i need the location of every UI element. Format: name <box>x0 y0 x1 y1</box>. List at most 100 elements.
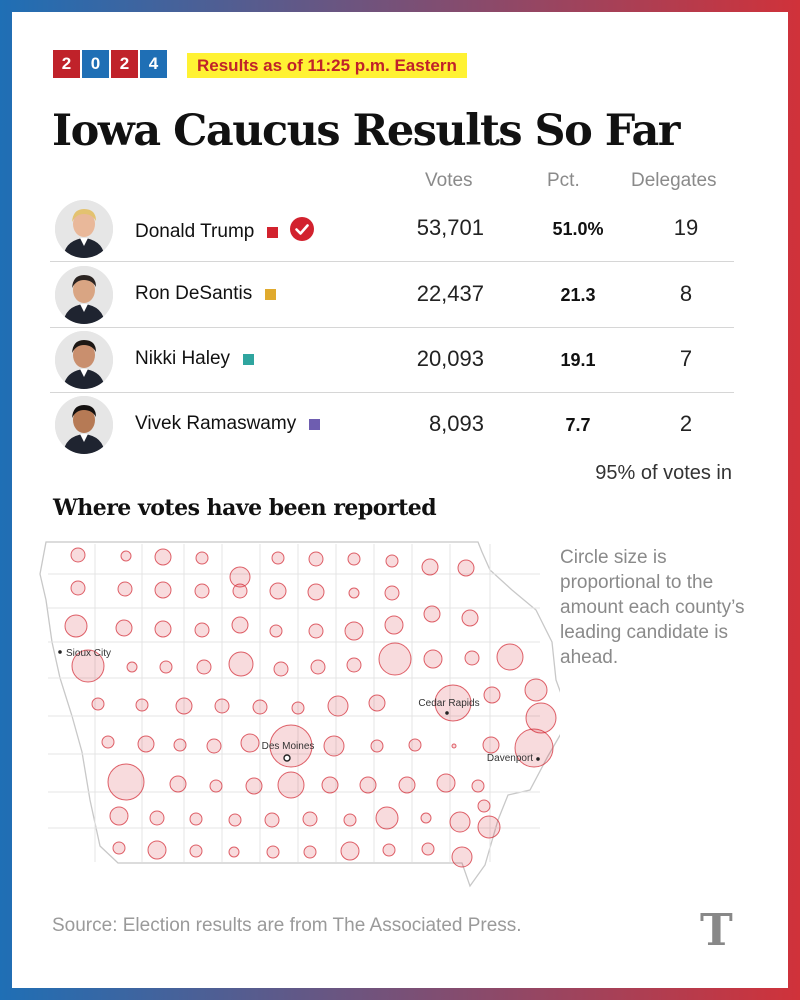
votes-column-header: Votes <box>425 170 473 191</box>
county-circle <box>189 844 203 858</box>
county-circle <box>375 806 399 830</box>
votes-value: 53,701 <box>416 215 484 240</box>
county-circle <box>112 841 126 855</box>
nyt-logo: T <box>700 905 733 956</box>
county-circle <box>245 777 263 795</box>
city-marker <box>283 754 291 762</box>
county-circle <box>71 649 105 683</box>
county-circle <box>359 776 377 794</box>
county-circle <box>471 779 485 793</box>
page-title: Iowa Caucus Results So Far <box>52 106 680 156</box>
county-circle <box>340 841 360 861</box>
county-circle <box>382 843 396 857</box>
iowa-county-map: Sioux City Cedar Rapids Des Moines Davenpor… <box>39 541 560 888</box>
county-circle <box>101 735 115 749</box>
county-circle <box>159 660 173 674</box>
county-circle <box>228 846 240 858</box>
candidate-color-swatch <box>265 288 277 300</box>
county-circle <box>524 678 548 702</box>
county-circle <box>273 661 289 677</box>
county-circle <box>154 548 172 566</box>
candidate-name: Donald Trump <box>135 221 255 242</box>
county-circle <box>303 845 317 859</box>
county-circle <box>277 771 305 799</box>
county-circle <box>137 735 155 753</box>
county-circle <box>109 806 129 826</box>
pct-value: 51.0% <box>552 219 604 239</box>
county-circle <box>483 686 501 704</box>
county-circle <box>271 551 285 565</box>
city-label: Davenport <box>487 753 533 764</box>
county-circle <box>149 810 165 826</box>
candidate-row: Nikki Haley 20,093 19.1 7 <box>50 328 734 393</box>
county-circle <box>266 845 280 859</box>
source-note: Source: Election results are from The As… <box>52 915 522 936</box>
candidate-row: Donald Trump 53,701 51.0% 19 <box>50 197 734 262</box>
delegates-value: 19 <box>673 215 699 240</box>
county-circle <box>115 619 133 637</box>
county-circle <box>477 799 491 813</box>
candidate-color-swatch <box>243 353 255 365</box>
county-circle <box>464 650 480 666</box>
delegates-value: 2 <box>679 411 693 436</box>
county-circle <box>240 733 260 753</box>
county-circle <box>344 621 364 641</box>
county-circle <box>135 698 149 712</box>
county-circle <box>348 587 360 599</box>
city-label: Cedar Rapids <box>418 698 479 709</box>
county-circle <box>451 743 457 749</box>
year-badge: 2 0 2 4 <box>53 50 169 78</box>
county-circle <box>308 551 324 567</box>
delegates-value: 7 <box>679 346 693 371</box>
pct-value: 21.3 <box>560 285 596 305</box>
county-circle <box>423 605 441 623</box>
candidate-name-cell: Ron DeSantis <box>135 283 277 305</box>
county-circle <box>423 649 443 669</box>
county-circle <box>229 566 251 588</box>
candidate-name: Ron DeSantis <box>135 283 253 304</box>
county-circle <box>120 550 132 562</box>
county-circle <box>384 615 404 635</box>
candidate-row: Ron DeSantis 22,437 21.3 8 <box>50 263 734 328</box>
county-circle <box>209 779 223 793</box>
pct-value: 7.7 <box>565 415 591 435</box>
county-circle <box>449 811 471 833</box>
county-circle <box>232 583 248 599</box>
pct-column-header: Pct. <box>547 170 580 191</box>
county-circle <box>477 815 501 839</box>
city-marker <box>536 757 540 761</box>
county-circle <box>214 698 230 714</box>
county-circle <box>194 583 210 599</box>
votes-value: 22,437 <box>416 281 484 306</box>
map-note: Circle size is proportional to the amoun… <box>560 547 745 668</box>
county-circle <box>321 776 339 794</box>
county-circle <box>194 622 210 638</box>
county-circle <box>436 773 456 793</box>
county-circle <box>147 840 167 860</box>
county-circle <box>228 651 254 677</box>
year-digit: 0 <box>82 50 109 78</box>
county-circle <box>398 776 416 794</box>
county-circle <box>269 724 313 768</box>
reporting-status: 95% of votes in <box>595 462 732 484</box>
county-circle <box>496 643 524 671</box>
county-circle <box>196 659 212 675</box>
county-circle <box>384 585 400 601</box>
county-circle <box>525 702 557 734</box>
county-circle <box>457 559 475 577</box>
county-circle <box>269 582 287 600</box>
candidate-portrait-icon <box>55 396 113 454</box>
city-label: Sioux City <box>66 648 111 659</box>
county-circle <box>264 812 280 828</box>
candidate-name-cell: Donald Trump <box>135 217 315 247</box>
county-circle <box>514 728 554 768</box>
county-circle <box>206 738 222 754</box>
county-circle <box>154 581 172 599</box>
candidate-color-swatch <box>267 226 279 238</box>
candidate-portrait-icon <box>55 266 113 324</box>
county-circle <box>451 846 473 868</box>
county-circle <box>461 609 479 627</box>
county-circle <box>169 775 187 793</box>
county-circle <box>70 580 86 596</box>
votes-value: 20,093 <box>416 346 484 371</box>
